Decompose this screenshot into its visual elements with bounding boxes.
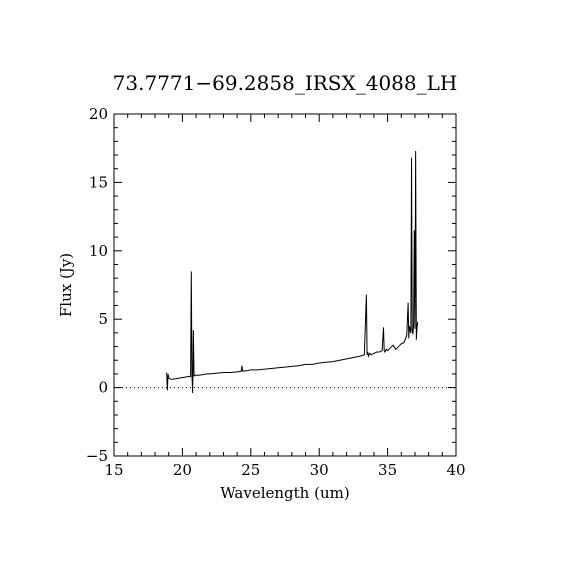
x-tick-label: 40 bbox=[446, 461, 465, 479]
y-axis-title: Flux (Jy) bbox=[57, 253, 75, 317]
series-group bbox=[166, 150, 419, 394]
x-axis-title: Wavelength (um) bbox=[220, 484, 349, 502]
chart-title: 73.7771−69.2858_IRSX_4088_LH bbox=[113, 71, 458, 95]
x-axis-ticks: 15 20 25 30 35 40 bbox=[104, 114, 466, 479]
x-tick-label: 20 bbox=[173, 461, 192, 479]
y-tick-label: 15 bbox=[89, 173, 108, 191]
plot-frame bbox=[113, 113, 457, 457]
y-tick-label: 20 bbox=[89, 105, 108, 123]
x-tick-label: 30 bbox=[310, 461, 329, 479]
y-tick-label: 0 bbox=[98, 379, 108, 397]
y-tick-label: 5 bbox=[98, 310, 108, 328]
x-tick-label: 25 bbox=[241, 461, 260, 479]
y-axis-ticks: −5 0 5 10 15 20 bbox=[86, 105, 456, 465]
x-tick-label: 35 bbox=[378, 461, 397, 479]
x-tick-label: 15 bbox=[104, 461, 123, 479]
spectrum-series-line bbox=[166, 150, 419, 394]
y-tick-label: −5 bbox=[86, 447, 108, 465]
y-tick-label: 10 bbox=[89, 242, 108, 260]
